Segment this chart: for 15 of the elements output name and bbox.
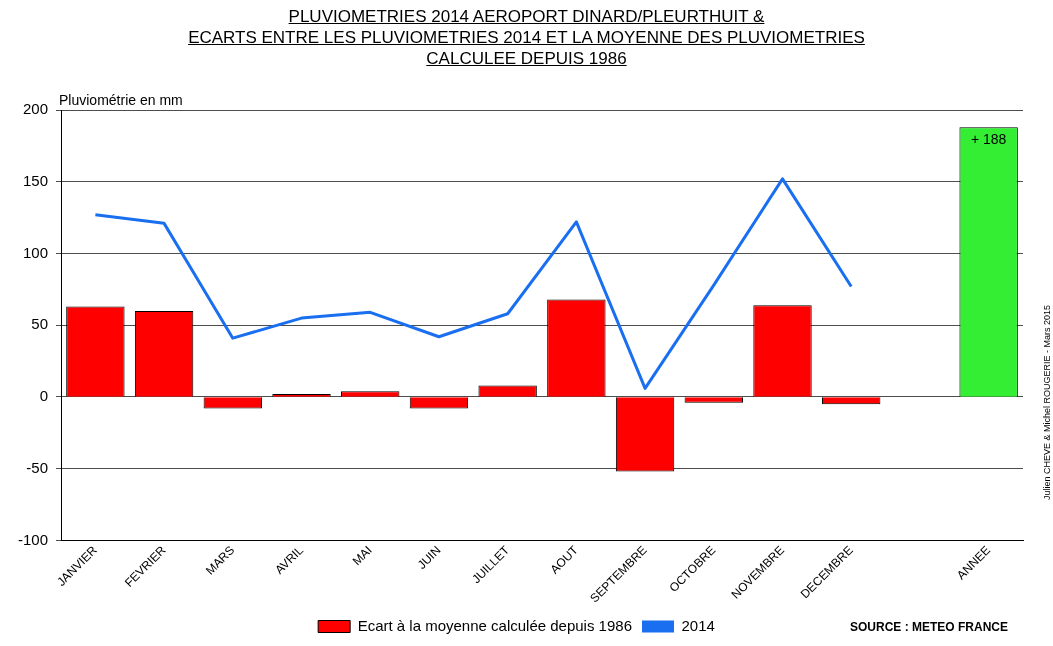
y-tick-label: 100 <box>22 243 49 261</box>
y-tick-label: -50 <box>26 458 49 476</box>
y-tick-label: 50 <box>31 315 49 333</box>
y-tick-label: 200 <box>22 100 49 118</box>
text: Julien CHEVE & Michel ROUGERIE - Mars 2015 <box>1042 304 1052 500</box>
x-tick-label: MAI <box>349 543 375 569</box>
y-tick-label: 150 <box>22 171 49 189</box>
chart-title: PLUVIOMETRIES 2014 AEROPORT DINARD/PLEURTHUIT & ECARTS ENTRE LES PLUVIOMETRIES 2014 ET LA MOYENNE DES PLUVIOMETRIES CALCULEE DEPUIS 1986 <box>188 7 865 68</box>
legend-label: 2014 <box>681 616 715 634</box>
legend-label: Ecart à la moyenne calculée depuis 1986 <box>357 616 632 634</box>
y-axis-title: Pluviométrie en mm <box>59 91 183 108</box>
source-note: SOURCE : METEO FRANCE <box>850 620 1009 634</box>
y-tick-label: 0 <box>39 387 49 405</box>
data-label: + 188 <box>970 131 1007 148</box>
y-tick-label: -100 <box>17 530 49 548</box>
